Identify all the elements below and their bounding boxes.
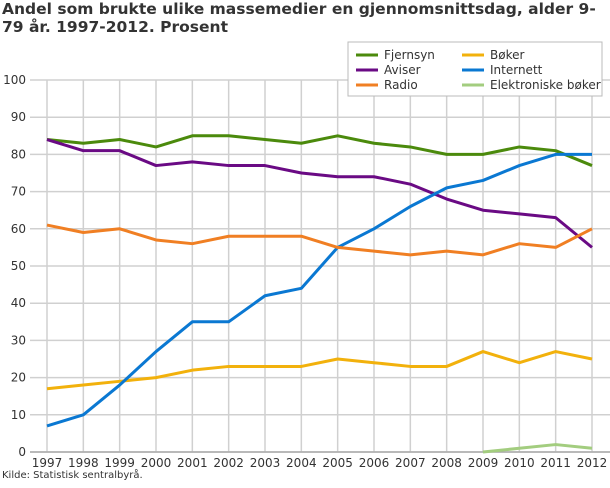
x-tick-label: 1998	[68, 456, 99, 470]
x-tick-label: 1999	[104, 456, 135, 470]
x-tick-label: 1997	[32, 456, 63, 470]
y-tick-label: 90	[11, 110, 26, 124]
x-tick-label: 2009	[468, 456, 499, 470]
y-tick-label: 60	[11, 222, 26, 236]
x-tick-label: 2002	[213, 456, 244, 470]
y-tick-label: 20	[11, 371, 26, 385]
x-tick-label: 2011	[540, 456, 571, 470]
y-tick-label: 50	[11, 259, 26, 273]
x-tick-label: 2007	[395, 456, 426, 470]
x-tick-label: 2001	[177, 456, 208, 470]
legend-label: Elektroniske bøker	[490, 78, 601, 92]
series-line-aviser	[46, 138, 593, 249]
legend-label: Aviser	[384, 63, 421, 77]
legend-label: Bøker	[490, 48, 524, 62]
x-tick-label: 2003	[250, 456, 281, 470]
series-line-bøker	[46, 350, 593, 391]
series-line-internett	[46, 152, 592, 428]
x-tick-label: 2005	[322, 456, 353, 470]
chart-title: Andel som brukte ulike massemedier en gj…	[2, 0, 596, 36]
source-note: Kilde: Statistisk sentralbyrå.	[2, 470, 143, 481]
y-tick-label: 10	[11, 408, 26, 422]
x-tick-label: 2004	[286, 456, 317, 470]
x-tick-label: 2012	[577, 456, 608, 470]
x-tick-label: 2006	[359, 456, 390, 470]
series-line-elektroniske-bøker	[482, 443, 593, 454]
x-tick-label: 2000	[141, 456, 172, 470]
y-tick-label: 30	[11, 333, 26, 347]
y-tick-label: 70	[11, 185, 26, 199]
series-line-radio	[46, 223, 593, 257]
series-line-fjernsyn	[46, 134, 593, 167]
y-tick-label: 80	[11, 147, 26, 161]
legend-label: Fjernsyn	[384, 48, 435, 62]
y-tick-label: 40	[11, 296, 26, 310]
x-tick-label: 2010	[504, 456, 535, 470]
y-tick-label: 100	[3, 73, 26, 87]
legend-label: Internett	[490, 63, 543, 77]
y-tick-label: 0	[18, 445, 26, 459]
x-tick-label: 2008	[431, 456, 462, 470]
legend-label: Radio	[384, 78, 418, 92]
